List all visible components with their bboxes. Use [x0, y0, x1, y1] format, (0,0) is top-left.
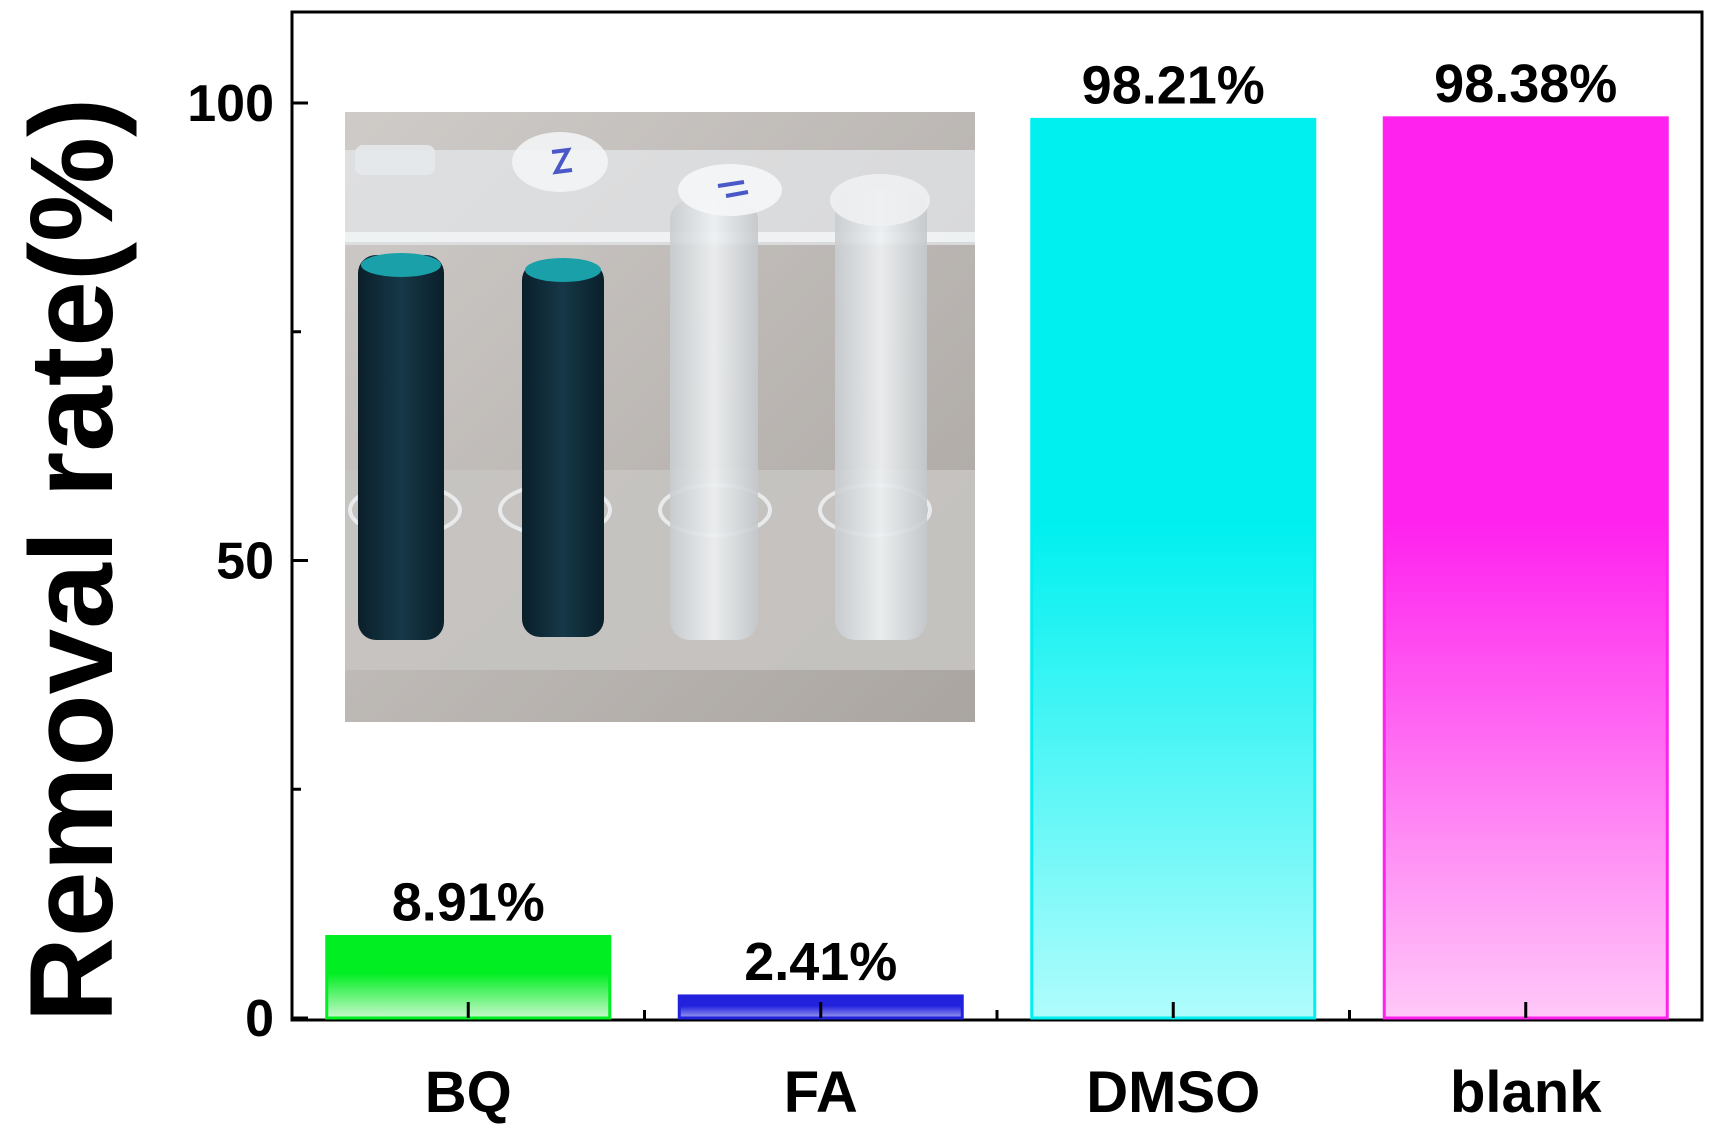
data-label: 2.41%	[744, 932, 897, 992]
x-category-label: FA	[784, 1060, 858, 1125]
data-label: 98.38%	[1434, 54, 1617, 114]
inset-photo	[345, 112, 975, 722]
bar-blank	[1382, 116, 1669, 1020]
bar-dmso	[1030, 117, 1317, 1020]
tube-meniscus	[525, 258, 601, 282]
tube-dark	[358, 255, 444, 640]
tube-clear	[670, 200, 758, 640]
cap-marking	[551, 147, 573, 175]
tube-dark	[522, 262, 604, 637]
y-tick-label: 0	[245, 990, 274, 1048]
x-category-label: blank	[1450, 1060, 1602, 1125]
tube-cap	[678, 164, 782, 216]
y-tick-label: 100	[187, 75, 274, 133]
data-label: 8.91%	[392, 872, 545, 932]
tube-clear	[835, 190, 927, 640]
cap-marking	[717, 180, 749, 198]
y-axis-title: Removal rate(%)	[6, 98, 138, 1023]
x-category-label: DMSO	[1086, 1060, 1260, 1125]
tube-cap	[830, 174, 930, 226]
axis-ticks	[292, 101, 1528, 1020]
rack-top-edge	[345, 232, 975, 242]
tube-cap	[355, 145, 435, 175]
y-tick-label: 50	[216, 533, 274, 591]
x-category-label: BQ	[425, 1060, 512, 1125]
data-label: 98.21%	[1082, 55, 1265, 115]
bar-group	[325, 116, 1669, 1020]
tube-meniscus	[361, 253, 441, 277]
